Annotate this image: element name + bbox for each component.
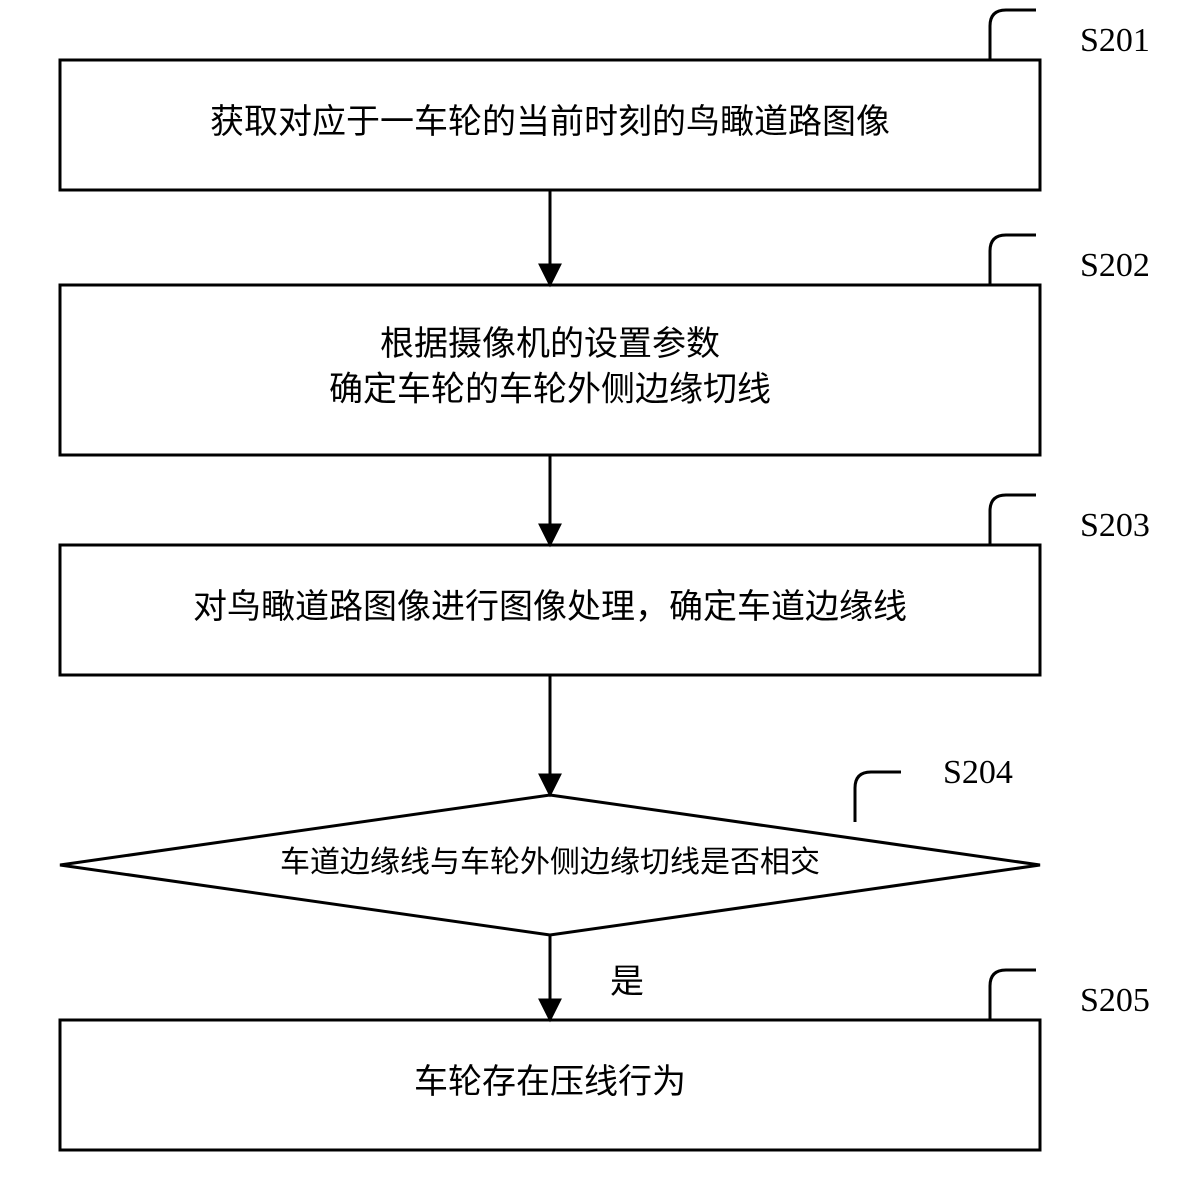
step-label-s201: S201 [1080, 22, 1150, 59]
flowchart: 获取对应于一车轮的当前时刻的鸟瞰道路图像根据摄像机的设置参数确定车轮的车轮外侧边… [0, 0, 1198, 1189]
edge-label-s204-s205: 是 [610, 964, 644, 1001]
step-label-s205: S205 [1080, 982, 1150, 1019]
step-label-s202: S202 [1080, 247, 1150, 284]
step-s205-text: 车轮存在压线行为 [414, 1063, 686, 1101]
step-s202-text: 根据摄像机的设置参数 [380, 325, 720, 363]
step-label-s203: S203 [1080, 507, 1150, 544]
step-s203-text: 对鸟瞰道路图像进行图像处理，确定车道边缘线 [193, 588, 907, 626]
step-s204-text: 车道边缘线与车轮外侧边缘切线是否相交 [280, 846, 820, 879]
step-label-s204: S204 [943, 754, 1013, 791]
step-s201-text: 获取对应于一车轮的当前时刻的鸟瞰道路图像 [210, 103, 890, 141]
step-s202-text: 确定车轮的车轮外侧边缘切线 [329, 371, 771, 409]
